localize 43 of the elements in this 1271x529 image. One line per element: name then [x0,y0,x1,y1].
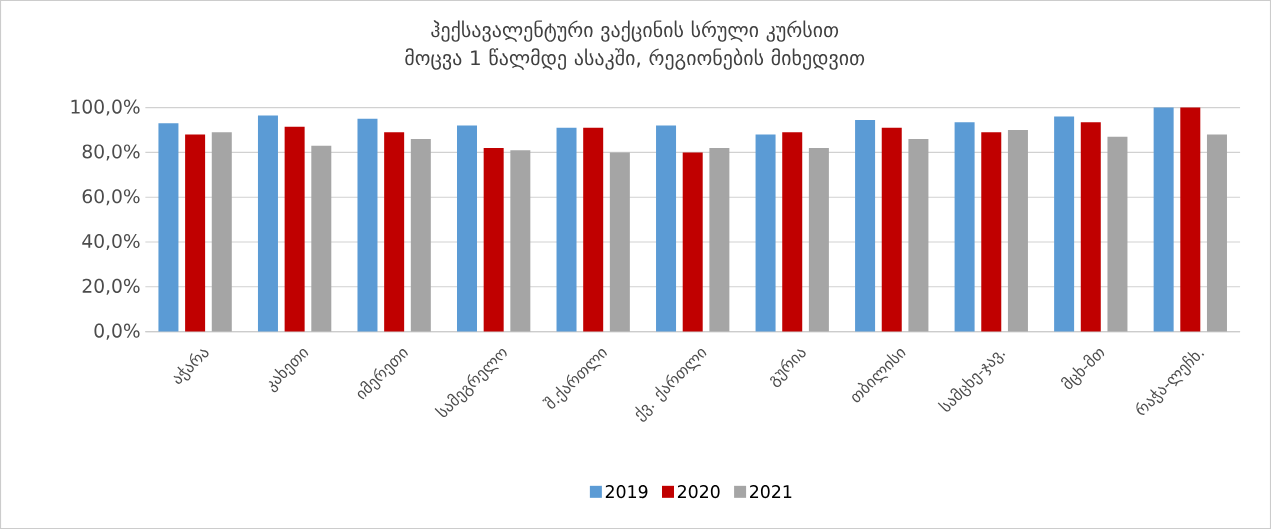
y-tick-label: 80,0% [82,144,140,161]
bar [1107,136,1128,332]
bar [1007,130,1028,332]
bar [457,125,477,332]
bar [357,118,378,332]
bar [981,132,1002,332]
bar [709,147,730,332]
legend-label: 2020 [677,485,720,499]
bar [284,126,305,332]
bar [855,119,876,332]
y-tick-label: 100,0% [71,99,140,116]
bar [510,150,531,332]
bar [311,145,332,332]
bar [410,138,431,332]
chart-title: ჰექსავალენტური ვაქცინის სრული კურსით მოცვა 1 წალმდე ასაკში, რეგიონების მიხედვით [405,20,865,70]
bar [556,127,577,332]
bar [257,115,278,332]
bar [1054,116,1075,332]
legend-label: 2019 [605,485,648,499]
bar [908,138,929,332]
bar [755,134,776,332]
bar [211,132,232,332]
bar [1153,107,1174,332]
bar [158,123,179,332]
y-tick-label: 20,0% [82,278,140,295]
bar [881,127,902,332]
bar [1206,134,1227,332]
bar [1080,122,1101,332]
bar [483,147,504,332]
bar [954,122,975,332]
bar [185,134,206,332]
y-tick-label: 0,0% [94,323,140,340]
bar [808,147,829,332]
bar [384,132,405,332]
bar [583,127,604,332]
y-tick-label: 40,0% [82,234,140,251]
bar [682,152,703,332]
bar [1180,107,1201,332]
y-tick-label: 60,0% [82,189,140,206]
bar [609,152,630,332]
legend-label: 2021 [750,485,792,499]
bar [656,125,677,332]
bar [782,132,803,332]
